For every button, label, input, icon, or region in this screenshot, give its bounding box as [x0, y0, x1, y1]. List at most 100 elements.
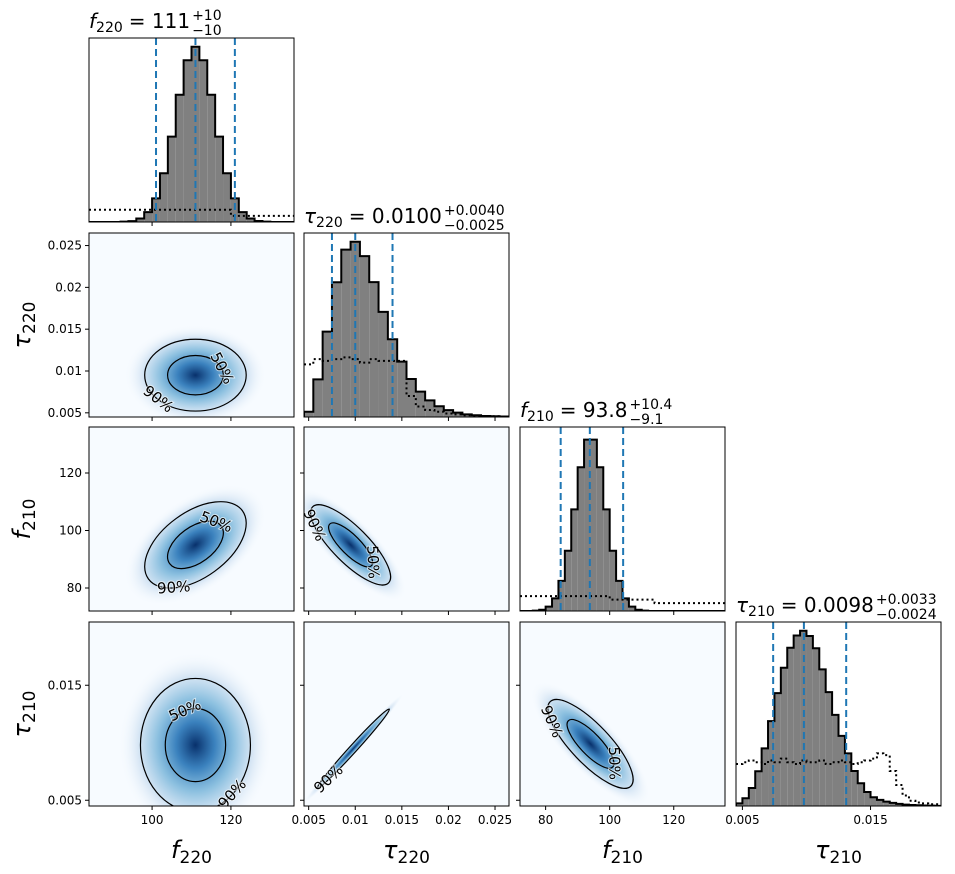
- y-tick-label: 0.015: [48, 322, 82, 336]
- x-tick-label: 0.005: [725, 813, 759, 827]
- title-symbol: τ: [304, 204, 317, 228]
- hist-bar: [453, 412, 463, 417]
- hist-bar: [425, 400, 435, 417]
- hist-bar: [152, 198, 160, 222]
- hist-bar: [462, 414, 472, 417]
- x-tick-label: 80: [538, 813, 553, 827]
- title-sub: 220: [96, 20, 123, 36]
- x-tick-label: 120: [219, 813, 242, 827]
- histogram: [520, 438, 725, 611]
- hist-bar: [175, 94, 184, 222]
- hist-bar: [564, 550, 572, 611]
- title-symbol: f: [89, 9, 99, 33]
- hist-bar: [199, 60, 208, 222]
- label-symbol: τ: [8, 333, 36, 348]
- panel-title: f220 = 111: [89, 9, 190, 36]
- title-plus: +10: [192, 8, 222, 24]
- histogram: [304, 240, 509, 417]
- hist-bar: [577, 467, 585, 611]
- hist-bar: [545, 606, 553, 611]
- panel-frame: [88, 621, 295, 807]
- hist-bar: [889, 802, 897, 806]
- hist-bar: [167, 136, 176, 222]
- x-tick-label: 0.02: [435, 813, 462, 827]
- hist-bar: [313, 379, 323, 417]
- density-panel: 50%90%: [304, 488, 407, 601]
- title-symbol: f: [520, 398, 530, 422]
- title-body: = 0.0098: [781, 593, 874, 617]
- panel-frame: [303, 232, 510, 418]
- panel-background: [304, 622, 509, 806]
- hist-bar: [322, 331, 332, 417]
- label-sub: 210: [20, 691, 40, 723]
- x-tick-label: 0.015: [385, 813, 419, 827]
- contour: [144, 338, 247, 412]
- hist-bar: [876, 799, 884, 806]
- x-axis-label: τ210: [815, 836, 862, 868]
- hist-bar: [584, 439, 591, 611]
- contour: [164, 707, 227, 783]
- y-tick-label: 0.02: [55, 280, 82, 294]
- density-panel: 50%90%: [530, 681, 651, 806]
- panel-frame: [88, 232, 295, 418]
- title-plus: +10.4: [629, 397, 672, 413]
- hist-bar: [793, 635, 801, 806]
- title-minus: −10: [192, 23, 222, 39]
- density-panel: 50%90%: [124, 325, 267, 417]
- prior-outline: [736, 752, 941, 806]
- contour-label: 50%: [363, 545, 382, 579]
- title-body: = 111: [129, 9, 190, 33]
- hist-bar: [825, 692, 833, 806]
- contour-label: 50%: [605, 746, 624, 780]
- panel-title: τ220 = 0.0100: [304, 204, 442, 231]
- density-blob: [304, 488, 407, 601]
- contour: [144, 501, 247, 589]
- label-symbol: τ: [815, 836, 830, 864]
- hist-bar: [596, 467, 604, 611]
- hist-bar: [397, 361, 407, 417]
- hist-bar: [415, 391, 426, 417]
- hist-bar: [832, 714, 839, 806]
- hist-bar: [806, 636, 813, 806]
- x-tick-label: 0.025: [478, 813, 512, 827]
- hist-bar: [616, 580, 623, 611]
- density-blob: [124, 325, 267, 417]
- x-tick-label: 100: [598, 813, 621, 827]
- title-body: = 0.0100: [349, 204, 442, 228]
- hist-bar: [215, 136, 224, 222]
- density-blob: [304, 693, 404, 804]
- contour: [166, 354, 224, 396]
- label-sub: 220: [20, 302, 40, 334]
- panel-frame: [519, 621, 726, 807]
- density-blob: [530, 681, 651, 806]
- hist-bar: [622, 598, 629, 611]
- hist-bar: [191, 46, 200, 222]
- panel-frame: [519, 426, 726, 612]
- hist-bar: [748, 787, 756, 806]
- hist-bar: [331, 282, 342, 417]
- hist-bar: [742, 798, 749, 806]
- hist-bar: [761, 748, 769, 806]
- panel-frame: [303, 621, 510, 807]
- title-plus: +0.0040: [444, 203, 505, 219]
- hist-bar: [183, 60, 192, 222]
- hist-bar: [609, 550, 617, 611]
- hist-bar: [246, 218, 255, 222]
- hist-bar: [350, 241, 360, 417]
- hist-bar: [870, 797, 877, 806]
- title-sub: 210: [748, 604, 775, 620]
- contour: [328, 522, 374, 568]
- hist-bar: [768, 721, 775, 806]
- y-tick-label: 0.01: [55, 364, 82, 378]
- hist-bar: [571, 509, 578, 611]
- label-symbol: τ: [383, 836, 398, 864]
- hist-bar: [304, 411, 314, 417]
- hist-bar: [851, 770, 858, 806]
- y-axis-label: τ220: [8, 302, 40, 349]
- histogram: [736, 629, 941, 806]
- contour: [309, 504, 392, 586]
- y-tick-label: 0.005: [48, 406, 82, 420]
- hist-bar: [838, 735, 845, 806]
- histogram: [89, 45, 294, 222]
- y-axis-label: f210: [8, 499, 40, 540]
